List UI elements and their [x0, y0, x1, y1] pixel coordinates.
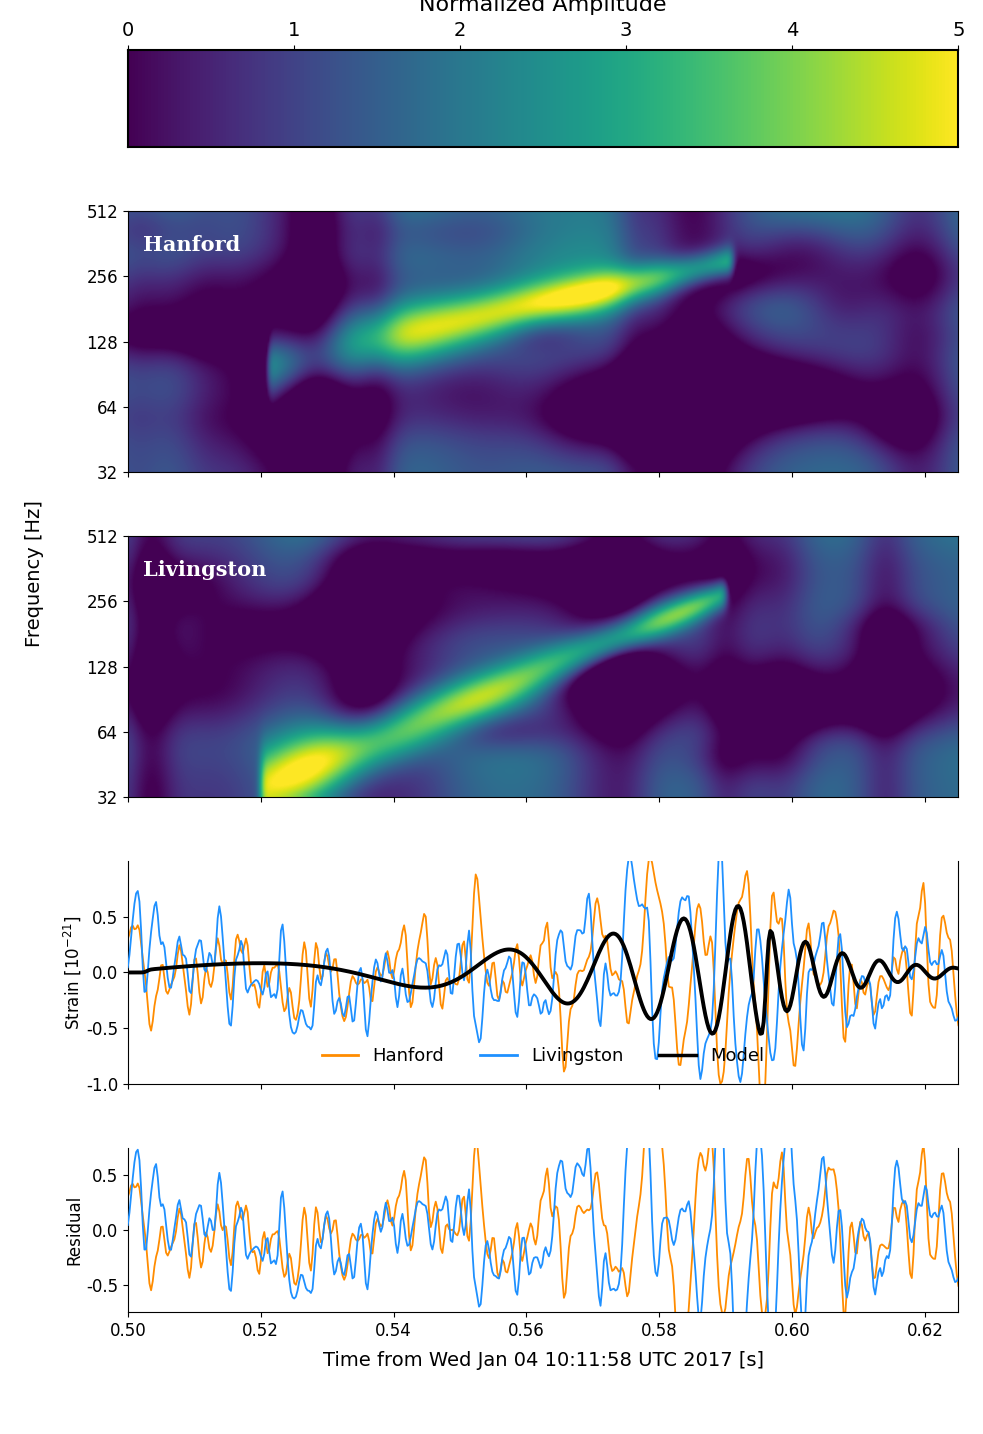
X-axis label: Time from Wed Jan 04 10:11:58 UTC 2017 [s]: Time from Wed Jan 04 10:11:58 UTC 2017 [… [322, 1351, 764, 1369]
Y-axis label: Strain [$10^{-21}$]: Strain [$10^{-21}$] [61, 915, 83, 1030]
Y-axis label: Residual: Residual [65, 1195, 84, 1265]
Text: Frequency [Hz]: Frequency [Hz] [25, 500, 44, 647]
Title: Normalized Amplitude: Normalized Amplitude [420, 0, 666, 16]
Legend: Hanford, Livingston, Model: Hanford, Livingston, Model [315, 1040, 772, 1073]
Text: Hanford: Hanford [143, 235, 240, 255]
Text: Livingston: Livingston [143, 559, 266, 579]
